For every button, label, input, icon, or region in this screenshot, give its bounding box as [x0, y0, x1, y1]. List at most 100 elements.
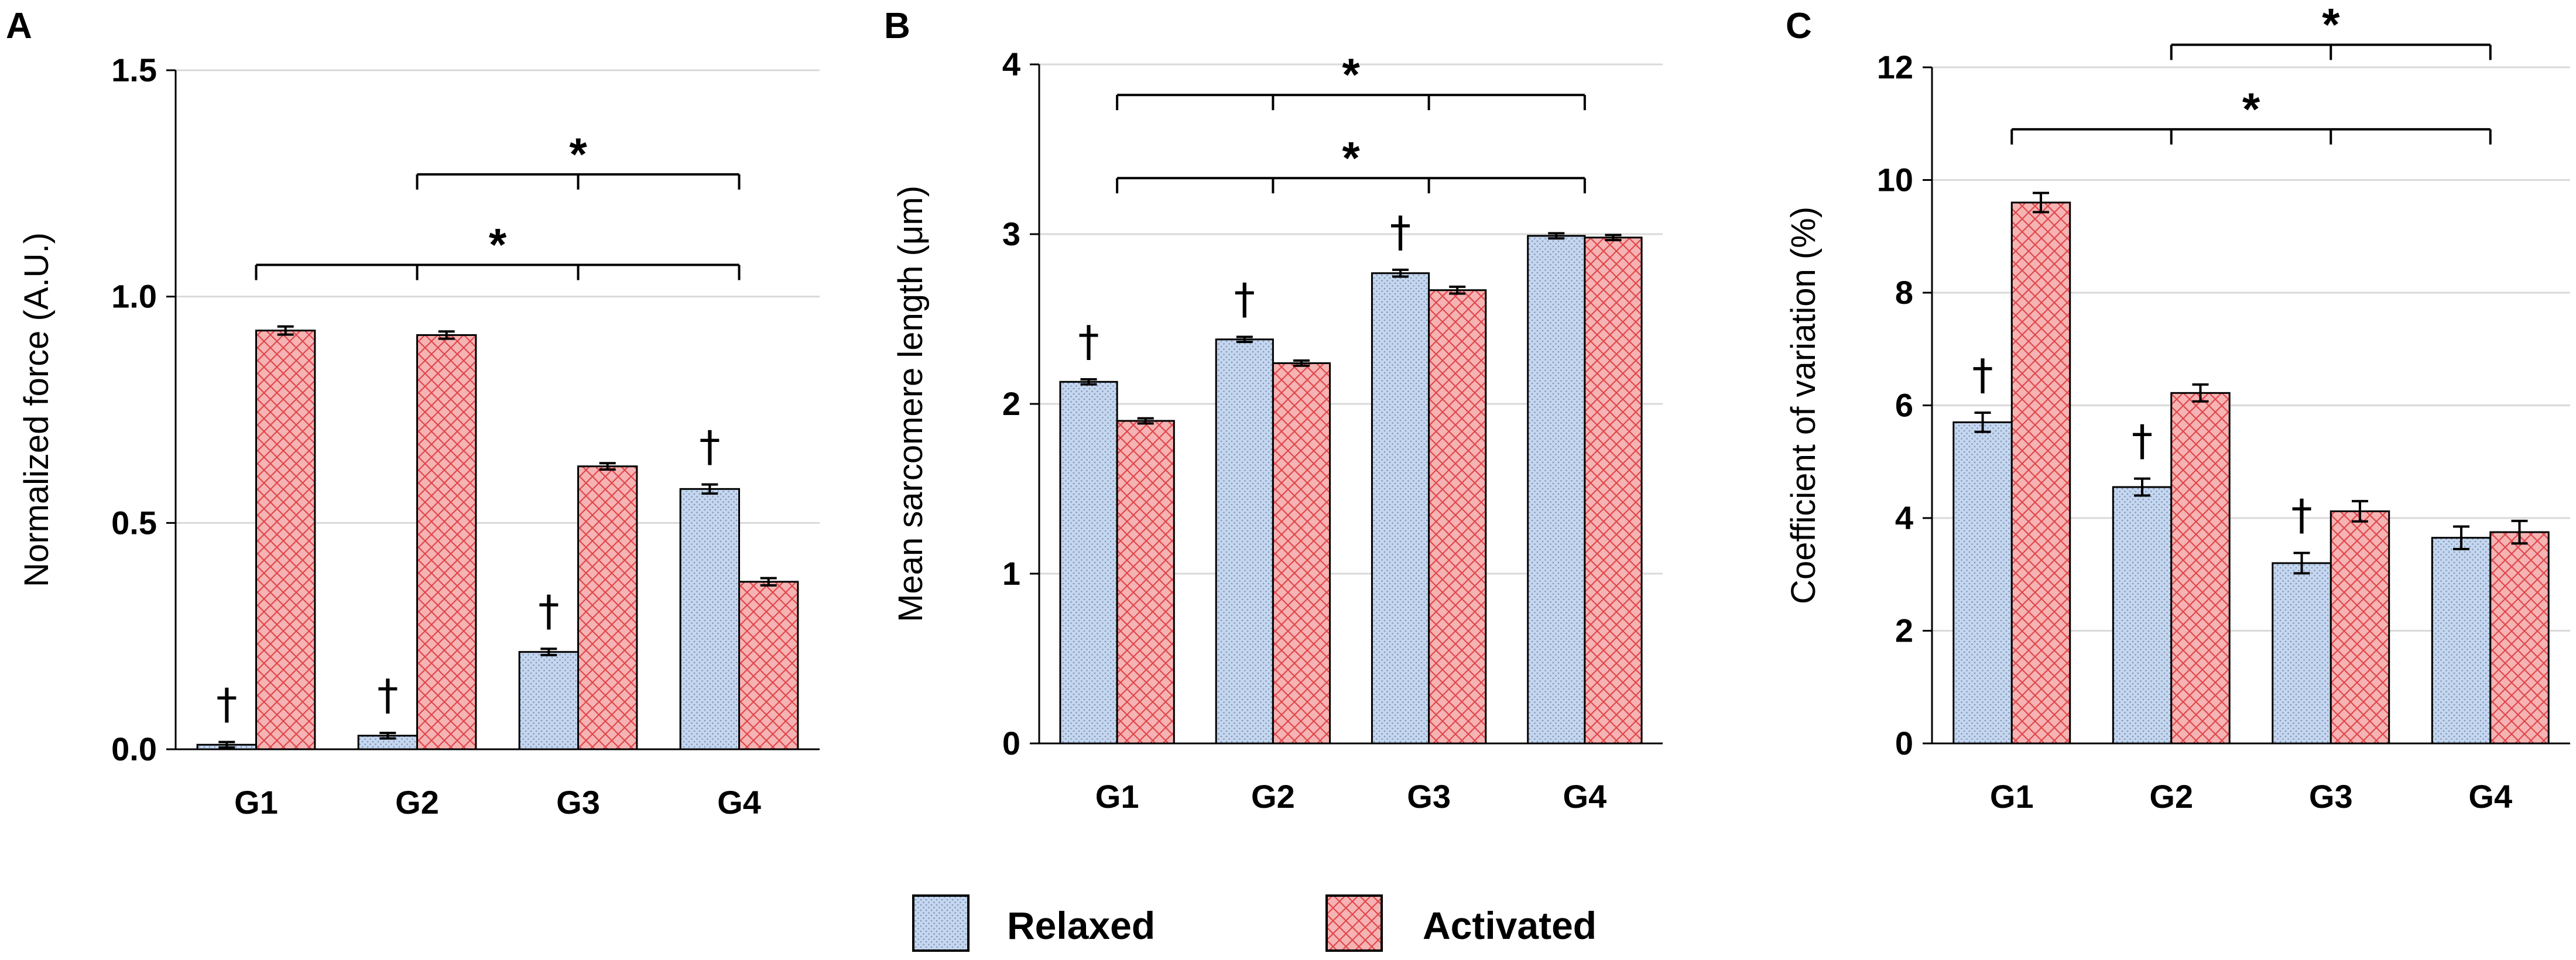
dagger-marker: †	[1972, 350, 1993, 399]
error-bar	[2293, 551, 2310, 575]
panels: A 0.0 0.5 1.0 1.5 Normalized force (A.U.) G1 G2…	[6, 0, 2570, 821]
x-category-label: G4	[1563, 778, 1607, 815]
x-category-label: G3	[556, 784, 600, 821]
y-tick-label: 0	[1002, 725, 1020, 762]
panel-letter: C	[1786, 6, 1812, 46]
significance-bracket: *	[2010, 83, 2492, 145]
bar-relaxed-g1	[1952, 421, 2013, 745]
panel-letter: A	[6, 6, 32, 46]
error-bar	[1974, 412, 1991, 433]
error-bar	[2134, 477, 2151, 497]
bar-relaxed-g4	[679, 488, 740, 750]
dagger-marker: †	[538, 586, 559, 635]
significance-bracket: *	[416, 128, 741, 190]
bar-relaxed-g3	[2272, 562, 2332, 745]
error-bar	[1293, 359, 1310, 367]
error-bar	[1449, 285, 1466, 295]
significance-bracket: *	[255, 219, 741, 280]
y-tick-label: 4	[1002, 46, 1020, 83]
error-bar	[218, 740, 235, 749]
bar-relaxed-g3	[518, 651, 579, 750]
bar-activated-g1	[255, 330, 316, 750]
bar-relaxed-g3	[1371, 272, 1430, 745]
error-bar	[760, 577, 777, 587]
bar-activated-g2	[1272, 362, 1331, 745]
error-bar	[2511, 519, 2528, 545]
y-axis-title: Mean sarcomere length (μm)	[892, 186, 930, 622]
legend-swatch-relaxed	[912, 894, 970, 952]
y-tick-label: 1	[1002, 555, 1020, 592]
legend-swatch-activated	[1325, 894, 1383, 952]
significance-star: *	[1342, 49, 1360, 100]
y-tick-label: 2	[1002, 385, 1020, 422]
error-bar	[599, 462, 616, 471]
x-category-label: G1	[1095, 778, 1139, 815]
x-category-label: G4	[2468, 778, 2512, 815]
error-bar	[2351, 500, 2368, 523]
dagger-marker: †	[1390, 207, 1411, 256]
bar-relaxed-g1	[1059, 380, 1118, 745]
bar-activated-g3	[577, 465, 638, 750]
dagger-marker: †	[216, 680, 237, 729]
significance-star: *	[569, 128, 587, 180]
dagger-marker: †	[377, 670, 398, 719]
y-tick-label: 0.0	[111, 731, 157, 767]
x-category-label: G2	[2149, 778, 2193, 815]
bar-activated-g1	[1116, 420, 1175, 745]
legend: Relaxed Activated	[912, 894, 1597, 952]
x-category-label: G1	[234, 784, 278, 821]
error-bar	[1080, 378, 1097, 386]
legend-label-relaxed: Relaxed	[1007, 904, 1155, 947]
bar-activated-g4	[2489, 531, 2550, 745]
bar-activated-g4	[738, 581, 799, 750]
error-bar	[701, 483, 718, 495]
y-tick-label: 8	[1895, 274, 1913, 311]
error-bar	[438, 330, 455, 340]
panel-a: A 0.0 0.5 1.0 1.5 Normalized force (A.U.) G1 G2…	[6, 6, 820, 821]
x-category-label: G2	[1251, 778, 1295, 815]
y-tick-label: 0.5	[111, 504, 157, 541]
bar-activated-g3	[1428, 289, 1487, 745]
y-tick-label: 10	[1877, 162, 1913, 198]
significance-bracket: *	[1116, 49, 1586, 111]
significance-star: *	[2322, 0, 2340, 50]
x-category-label: G2	[395, 784, 439, 821]
bar-relaxed-g4	[2431, 537, 2492, 745]
x-category-label: G3	[1407, 778, 1451, 815]
dagger-marker: †	[1234, 274, 1255, 323]
error-bar	[1392, 268, 1409, 278]
y-tick-label: 12	[1877, 49, 1913, 85]
error-bar	[2453, 525, 2470, 550]
panel-b: B 0 1 2 3 4 Mean sarcomere length (μm) G1 G2 G3 G4…	[884, 6, 1663, 815]
y-axis-title: Normalized force (A.U.)	[18, 232, 56, 587]
y-tick-label: 6	[1895, 387, 1913, 424]
x-category-label: G1	[1990, 778, 2034, 815]
dagger-marker: †	[699, 422, 720, 471]
bar-activated-g2	[2170, 392, 2231, 745]
dagger-marker: †	[2132, 416, 2153, 465]
bar-activated-g2	[416, 334, 477, 750]
error-bar	[540, 647, 557, 657]
bar-activated-g4	[1584, 236, 1643, 745]
significance-star: *	[489, 219, 507, 270]
bar-activated-g3	[2330, 510, 2390, 745]
y-tick-label: 1.5	[111, 52, 157, 88]
bar-relaxed-g4	[1527, 235, 1586, 745]
y-tick-label: 4	[1895, 499, 1913, 536]
error-bar	[2032, 191, 2049, 214]
error-bar	[1548, 232, 1565, 240]
dagger-marker: †	[2291, 491, 2313, 540]
panel-letter: B	[884, 6, 910, 46]
bar-activated-g1	[2010, 201, 2071, 745]
y-tick-label: 2	[1895, 612, 1913, 649]
error-bar	[1605, 234, 1622, 242]
error-bar	[1236, 335, 1253, 344]
error-bar	[2192, 383, 2209, 403]
error-bar	[277, 325, 294, 336]
significance-bracket: *	[2170, 0, 2492, 60]
legend-label-activated: Activated	[1423, 904, 1597, 947]
significance-bracket: *	[1116, 132, 1586, 194]
bar-relaxed-g2	[2112, 486, 2173, 745]
significance-star: *	[1342, 132, 1360, 183]
